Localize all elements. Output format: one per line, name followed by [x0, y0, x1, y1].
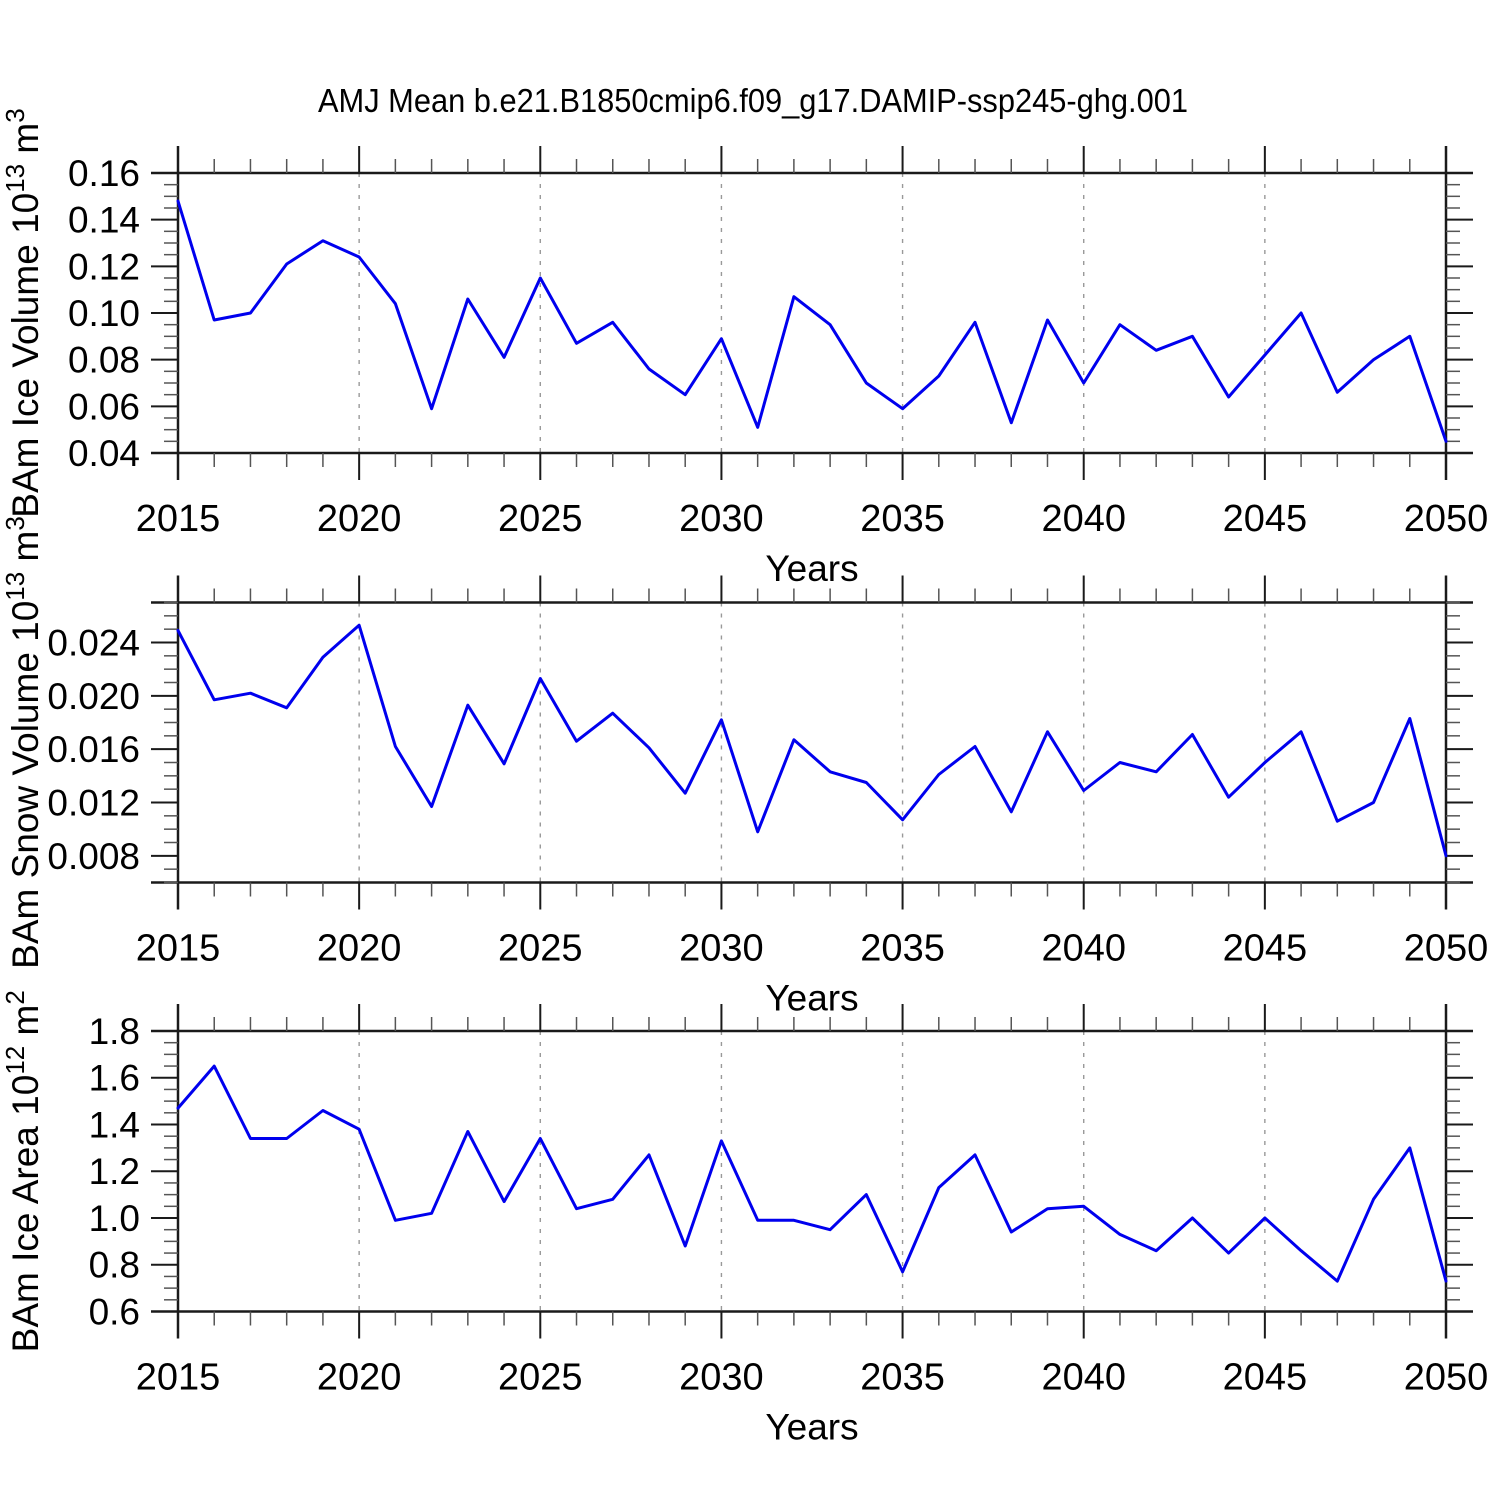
x-tick-label: 2050 [1404, 1357, 1489, 1399]
x-axis-title: Years [765, 978, 858, 1019]
y-tick-label: 1.4 [89, 1104, 140, 1145]
y-tick-label: 0.024 [47, 622, 140, 663]
x-tick-label: 2020 [317, 928, 402, 970]
y-tick-label: 0.016 [47, 729, 140, 770]
y-tick-label: 0.020 [47, 676, 140, 717]
x-tick-label: 2050 [1404, 928, 1489, 970]
y-tick-label: 0.8 [89, 1245, 140, 1286]
y-tick-label: 0.012 [47, 782, 140, 823]
y-tick-label: 0.008 [47, 836, 140, 877]
x-tick-label: 2050 [1404, 498, 1489, 540]
chart-panel-1: 0.04 0.06 0.08 0.10 0.12 0.14 0.16 2015 2020 2025… [0, 108, 1488, 589]
chart-panel-3: 0.6 0.8 1.0 1.2 1.4 1.6 1.8 2015 2020 2025 2030 203… [0, 990, 1488, 1447]
y-tick-label: 1.8 [89, 1011, 140, 1052]
y-tick-label: 0.10 [68, 293, 140, 334]
x-tick-label: 2015 [136, 1357, 221, 1399]
y-tick-label: 1.6 [89, 1058, 140, 1099]
x-tick-label: 2040 [1041, 1357, 1126, 1399]
x-tick-label: 2030 [679, 1357, 764, 1399]
x-tick-label: 2040 [1041, 498, 1126, 540]
data-series-line [176, 199, 1448, 443]
y-tick-label: 0.08 [68, 340, 140, 381]
y-axis-title: BAm Ice Area 1012​ m2​ [0, 990, 46, 1352]
data-series-line [176, 1064, 1448, 1283]
y-tick-label: 1.2 [89, 1151, 140, 1192]
y-tick-label: 0.06 [68, 386, 140, 427]
y-tick-label: 0.12 [68, 246, 140, 287]
x-tick-label: 2020 [317, 1357, 402, 1399]
y-tick-label: 0.14 [68, 200, 140, 241]
x-tick-label: 2045 [1223, 498, 1308, 540]
figure-title: AMJ Mean b.e21.B1850cmip6.f09_g17.DAMIP-… [318, 82, 1188, 119]
data-series-line [176, 623, 1448, 858]
y-axis-title: BAm Snow Volume 1013​ m3​ [0, 516, 46, 969]
x-tick-label: 2030 [679, 498, 764, 540]
x-tick-label: 2035 [860, 928, 945, 970]
x-tick-label: 2045 [1223, 928, 1308, 970]
x-tick-label: 2025 [498, 498, 583, 540]
y-tick-label: 0.04 [68, 433, 140, 474]
x-tick-label: 2020 [317, 498, 402, 540]
x-tick-label: 2015 [136, 928, 221, 970]
y-axis-title: BAm Ice Volume 1013​ m3​ [0, 108, 46, 517]
x-tick-label: 2040 [1041, 928, 1126, 970]
y-tick-label: 1.0 [89, 1198, 140, 1239]
x-tick-label: 2035 [860, 498, 945, 540]
chart-panels: 0.04 0.06 0.08 0.10 0.12 0.14 0.16 2015 2020 2025… [0, 108, 1488, 1447]
x-tick-label: 2030 [679, 928, 764, 970]
y-tick-label: 0.6 [89, 1291, 140, 1332]
x-axis-title: Years [765, 1407, 858, 1448]
chart-panel-2: 0.008 0.012 0.016 0.020 0.024 2015 2020 2025 203… [0, 516, 1488, 1018]
y-tick-label: 0.16 [68, 153, 140, 194]
x-axis-title: Years [765, 548, 858, 589]
x-tick-label: 2035 [860, 1357, 945, 1399]
x-tick-label: 2045 [1223, 1357, 1308, 1399]
x-tick-label: 2025 [498, 1357, 583, 1399]
x-tick-label: 2015 [136, 498, 221, 540]
x-tick-label: 2025 [498, 928, 583, 970]
